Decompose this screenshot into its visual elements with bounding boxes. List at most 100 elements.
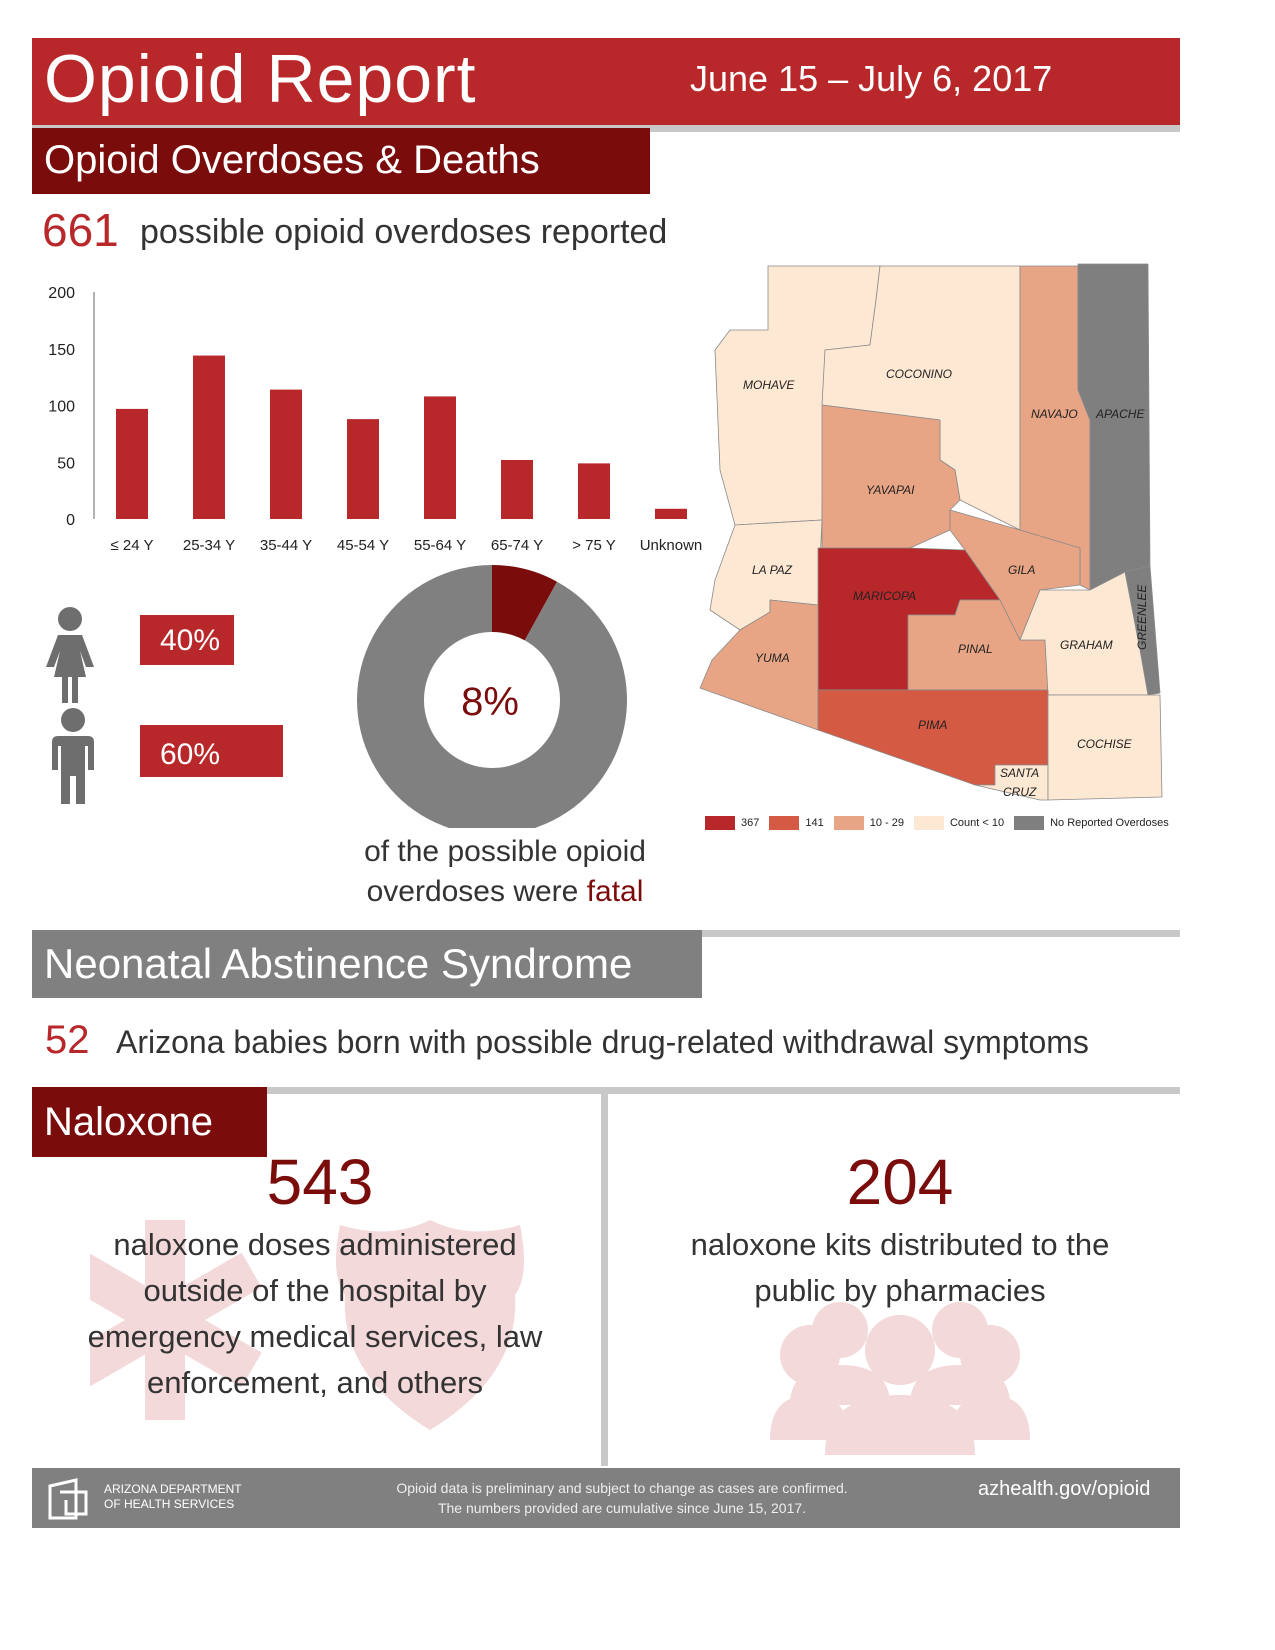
section-title-naloxone: Naloxone <box>32 1087 267 1157</box>
fatal-caption: of the possible opioid overdoses were fa… <box>280 832 730 912</box>
date-range: June 15 – July 6, 2017 <box>690 58 1053 99</box>
x-tick-label: 25-34 Y <box>183 537 235 554</box>
bar-> 75 Y <box>578 463 610 519</box>
label-greenlee: GREENLEE <box>1135 584 1149 650</box>
label-graham: GRAHAM <box>1060 638 1113 652</box>
legend-swatch <box>833 816 864 830</box>
footer-url-link[interactable]: azhealth.gov/opioid <box>978 1478 1151 1500</box>
footer: ARIZONA DEPARTMENT OF HEALTH SERVICES Op… <box>32 1468 1180 1528</box>
legend-label: 10 - 29 <box>869 817 904 829</box>
footer-note: Opioid data is preliminary and subject t… <box>322 1478 922 1518</box>
overdose-count-text: possible opioid overdoses reported <box>140 213 668 251</box>
org-line1: ARIZONA DEPARTMENT <box>104 1482 242 1496</box>
ems-police-background-icon <box>90 1220 524 1430</box>
legend-item: Count < 10 <box>913 816 1005 830</box>
header-bar <box>32 38 1180 125</box>
county-cochise <box>1047 694 1163 801</box>
label-apache: APACHE <box>1095 407 1145 421</box>
legend-label: 141 <box>805 817 824 829</box>
star-of-life-icon <box>90 1220 262 1420</box>
donut-slice-fatal <box>492 565 558 641</box>
legend-label: No Reported Overdoses <box>1050 817 1169 829</box>
police-badge-icon <box>336 1220 524 1430</box>
report-title: Opioid Report <box>44 41 477 117</box>
section-divider <box>32 1087 1180 1094</box>
legend-item: 367 <box>705 816 759 830</box>
fatal-word: fatal <box>586 875 644 908</box>
arizona-county-map: MOHAVE COCONINO NAVAJO APACHE YAVAPAI GI… <box>699 263 1163 801</box>
naloxone-kits-text: naloxone kits distributed to the public … <box>690 1227 1110 1308</box>
label-yuma: YUMA <box>755 651 790 665</box>
x-tick-label: 45-54 Y <box>337 537 389 554</box>
county-yavapai <box>821 404 961 549</box>
label-santa-cruz-1: SANTA <box>1000 766 1039 780</box>
x-tick-label: 65-74 Y <box>491 537 543 554</box>
label-navajo: NAVAJO <box>1031 407 1078 421</box>
note-line2: The numbers provided are cumulative sinc… <box>437 1500 807 1516</box>
naloxone-doses-text: naloxone doses administered outside of t… <box>87 1227 543 1400</box>
female-percent: 40% <box>140 615 234 665</box>
x-tick-label: 35-44 Y <box>260 537 312 554</box>
section-title-nas: Neonatal Abstinence Syndrome <box>32 930 702 998</box>
x-tick-label: ≤ 24 Y <box>111 537 154 554</box>
x-tick-label: 55-64 Y <box>414 537 466 554</box>
label-maricopa: MARICOPA <box>853 589 916 603</box>
adhs-logo-icon <box>48 1478 88 1520</box>
bar-65-74 Y <box>501 459 533 519</box>
legend-item: No Reported Overdoses <box>1014 816 1169 830</box>
naloxone-kits-count: 204 <box>846 1146 954 1218</box>
legend-swatch <box>705 816 735 830</box>
people-group-background-icon <box>770 1302 1030 1455</box>
label-cochise: COCHISE <box>1077 737 1133 751</box>
org-name: ARIZONA DEPARTMENT OF HEALTH SERVICES <box>104 1482 242 1512</box>
x-tick-label: > 75 Y <box>572 537 616 554</box>
label-mohave: MOHAVE <box>743 378 795 392</box>
label-pima: PIMA <box>918 718 947 732</box>
bar-Unknown <box>655 508 687 519</box>
bar-≤ 24 Y <box>116 408 148 519</box>
bar-25-34 Y <box>193 355 225 519</box>
y-tick-label: 50 <box>57 455 75 472</box>
nas-text: Arizona babies born with possible drug-r… <box>116 1024 1089 1060</box>
donut-slice-non-fatal <box>357 565 627 828</box>
nas-count: 52 <box>45 1018 90 1062</box>
label-pinal: PINAL <box>958 642 993 656</box>
legend-swatch <box>769 816 800 830</box>
section-title-overdoses: Opioid Overdoses & Deaths <box>32 128 650 194</box>
label-coconino: COCONINO <box>886 367 952 381</box>
fatal-donut-chart: 8% <box>357 565 627 828</box>
female-icon <box>46 607 94 703</box>
overdose-count: 661 <box>42 204 119 256</box>
male-icon <box>52 708 94 804</box>
y-tick-label: 0 <box>66 512 75 529</box>
y-tick-label: 100 <box>48 399 75 416</box>
x-tick-label: Unknown <box>640 537 703 554</box>
legend-item: 141 <box>769 816 824 830</box>
fatal-caption-line1: of the possible opioid <box>364 835 646 868</box>
bar-45-54 Y <box>347 419 379 519</box>
naloxone-doses-count: 543 <box>266 1146 374 1218</box>
legend-label: 367 <box>741 817 760 829</box>
county-yuma <box>699 599 819 731</box>
caption-text: overdoses were <box>366 875 587 908</box>
legend-item: 10 - 29 <box>833 816 904 830</box>
y-tick-label: 150 <box>48 342 75 359</box>
fatal-caption-line2: overdoses were fatal <box>280 872 730 912</box>
note-line1: Opioid data is preliminary and subject t… <box>396 1480 848 1496</box>
label-yavapai: YAVAPAI <box>866 483 915 497</box>
label-santa-cruz-2: CRUZ <box>1003 785 1037 799</box>
map-legend: 367 141 10 - 29 Count < 10 No Reported Overd… <box>705 816 1179 830</box>
male-percent: 60% <box>140 725 283 777</box>
legend-label: Count < 10 <box>949 817 1005 829</box>
column-divider <box>601 1094 608 1466</box>
age-bar-chart: 0 50 100 150 200 ≤ 24 Y 25-34 Y 35-44 Y 45-54 Y 5… <box>48 285 703 554</box>
bar-35-44 Y <box>270 389 302 519</box>
y-tick-label: 200 <box>48 285 75 302</box>
fatal-percent: 8% <box>461 680 519 724</box>
org-line2: OF HEALTH SERVICES <box>104 1497 235 1511</box>
legend-swatch <box>913 816 944 830</box>
legend-swatch <box>1014 816 1045 830</box>
label-la-paz: LA PAZ <box>752 563 793 577</box>
bar-55-64 Y <box>424 396 456 519</box>
